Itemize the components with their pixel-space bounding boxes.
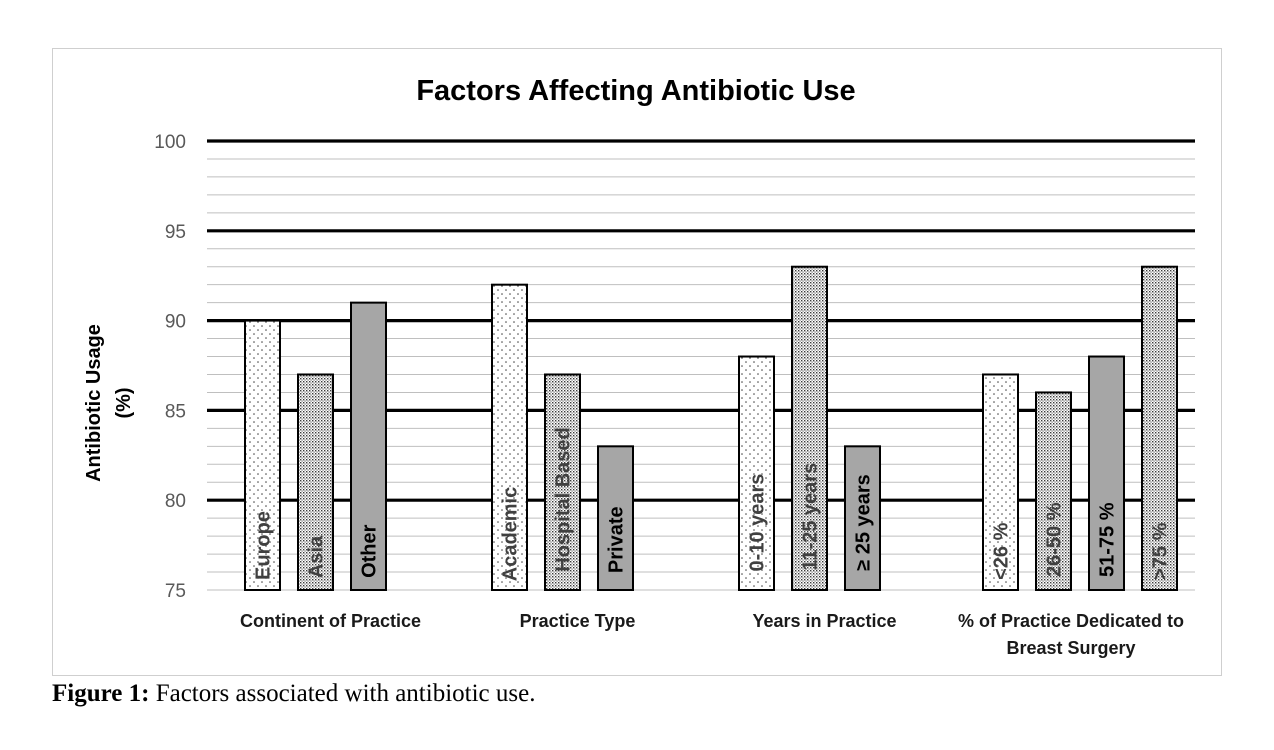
y-tick-label: 75 <box>165 581 186 602</box>
bar <box>1035 391 1072 591</box>
bar <box>1088 355 1125 591</box>
y-tick-labels: 75 80 85 90 95 100 <box>154 132 186 602</box>
bar-label: Asia <box>306 535 328 578</box>
bar <box>544 373 581 592</box>
bar <box>297 373 334 592</box>
x-category-labels: Continent of Practice Practice Type Years … <box>240 611 1184 658</box>
x-category-label: Breast Surgery <box>1006 638 1135 658</box>
bar-label: >75 % <box>1150 522 1172 579</box>
x-category-label: Continent of Practice <box>240 611 421 631</box>
bar-label: 0-10 years <box>747 474 769 572</box>
y-tick-label: 90 <box>165 312 186 333</box>
figure-caption: Figure 1: Factors associated with antibi… <box>52 680 535 708</box>
bars: Europe Asia Other Academic Hospital Based Pri… <box>244 265 1178 592</box>
bar <box>738 355 775 591</box>
y-axis-title-line-1: Antibiotic Usage <box>83 324 105 482</box>
chart-svg: Factors Affecting Antibiotic Use Antibio… <box>83 75 1195 658</box>
chart-title: Factors Affecting Antibiotic Use <box>416 75 855 107</box>
bar <box>791 265 828 591</box>
bar <box>491 283 528 591</box>
caption-text: Factors associated with antibiotic use. <box>149 680 536 707</box>
y-axis-title-line-2: (%) <box>113 387 135 418</box>
bar-label: Private <box>606 506 628 573</box>
y-tick-label: 80 <box>165 491 186 512</box>
bar-label: 26-50 % <box>1044 502 1066 577</box>
x-category-label: Practice Type <box>520 611 636 631</box>
y-axis-title: Antibiotic Usage (%) <box>83 324 135 482</box>
caption-label: Figure 1: <box>52 680 150 707</box>
bar <box>844 445 881 591</box>
bar-label: <26 % <box>991 522 1013 579</box>
bar-label: Hospital Based <box>553 427 575 571</box>
bar <box>597 445 634 591</box>
y-tick-label: 95 <box>165 222 186 243</box>
x-category-label: % of Practice Dedicated to <box>958 611 1184 631</box>
x-category-label: Years in Practice <box>752 611 896 631</box>
bar-label: 51-75 % <box>1097 502 1119 577</box>
bar-label: Academic <box>500 487 522 582</box>
y-tick-label: 100 <box>154 132 186 153</box>
y-tick-label: 85 <box>165 401 186 422</box>
bar <box>1141 265 1178 591</box>
bar <box>244 319 281 591</box>
bar <box>350 301 387 591</box>
bar-label: Europe <box>253 511 275 580</box>
bar <box>982 373 1019 592</box>
bar-label: ≥ 25 years <box>853 474 875 571</box>
bar-label: Other <box>359 524 381 578</box>
bar-label: 11-25 years <box>800 463 822 571</box>
